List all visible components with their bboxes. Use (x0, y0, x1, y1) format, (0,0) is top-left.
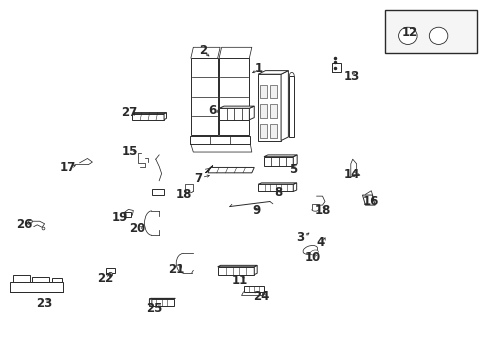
Polygon shape (217, 265, 257, 267)
Polygon shape (219, 106, 254, 108)
Polygon shape (258, 71, 288, 74)
Polygon shape (190, 58, 217, 135)
Polygon shape (123, 212, 131, 217)
Text: 25: 25 (146, 302, 162, 315)
Text: 22: 22 (97, 272, 113, 285)
Ellipse shape (398, 27, 416, 44)
Text: 19: 19 (112, 211, 128, 224)
Text: 8: 8 (274, 186, 282, 199)
Text: 21: 21 (168, 263, 184, 276)
Polygon shape (189, 136, 250, 144)
Polygon shape (132, 113, 166, 114)
Polygon shape (293, 155, 297, 166)
Text: 14: 14 (343, 168, 359, 181)
Polygon shape (152, 189, 163, 195)
Text: 7: 7 (194, 172, 202, 185)
Text: 11: 11 (231, 274, 247, 287)
Polygon shape (362, 195, 374, 205)
Text: 15: 15 (122, 145, 138, 158)
Polygon shape (260, 85, 267, 98)
Polygon shape (105, 267, 115, 273)
Text: 27: 27 (121, 106, 137, 119)
Polygon shape (269, 85, 277, 98)
Polygon shape (132, 114, 163, 120)
Polygon shape (281, 71, 288, 140)
Polygon shape (258, 183, 296, 184)
Text: 23: 23 (37, 297, 53, 310)
Text: 18: 18 (314, 204, 330, 217)
Text: 9: 9 (252, 204, 260, 217)
Polygon shape (264, 157, 293, 166)
Polygon shape (260, 124, 267, 138)
Polygon shape (10, 282, 63, 292)
Polygon shape (205, 166, 212, 173)
Polygon shape (149, 298, 175, 299)
Polygon shape (149, 298, 152, 306)
Polygon shape (258, 184, 293, 192)
Text: 5: 5 (288, 163, 297, 176)
Polygon shape (331, 63, 340, 72)
Polygon shape (269, 104, 277, 118)
Polygon shape (52, 278, 61, 282)
Polygon shape (219, 108, 249, 120)
Ellipse shape (303, 246, 317, 255)
Text: 26: 26 (16, 218, 32, 231)
Polygon shape (254, 265, 257, 275)
Text: 6: 6 (208, 104, 217, 117)
Text: 1: 1 (255, 62, 263, 75)
Polygon shape (264, 155, 297, 157)
Polygon shape (163, 113, 166, 120)
Text: 2: 2 (199, 44, 207, 57)
Text: 3: 3 (296, 231, 304, 244)
Polygon shape (13, 275, 30, 282)
Text: 4: 4 (315, 236, 324, 249)
Text: 16: 16 (363, 195, 379, 208)
Text: 12: 12 (401, 27, 418, 40)
Polygon shape (32, 277, 49, 282)
Ellipse shape (428, 27, 447, 44)
Text: 10: 10 (304, 251, 320, 264)
Text: 13: 13 (343, 69, 359, 82)
Text: 18: 18 (175, 188, 191, 201)
Text: 20: 20 (129, 222, 145, 235)
FancyBboxPatch shape (384, 10, 476, 53)
Polygon shape (258, 74, 281, 140)
Text: 24: 24 (253, 290, 269, 303)
Polygon shape (249, 106, 254, 120)
Polygon shape (149, 299, 173, 306)
Polygon shape (207, 167, 254, 173)
Polygon shape (260, 104, 267, 118)
Polygon shape (243, 286, 264, 292)
Polygon shape (217, 267, 254, 275)
Polygon shape (269, 124, 277, 138)
Polygon shape (289, 76, 294, 137)
Polygon shape (293, 183, 296, 192)
Polygon shape (219, 58, 249, 135)
Ellipse shape (309, 250, 318, 255)
Text: 17: 17 (60, 161, 76, 174)
